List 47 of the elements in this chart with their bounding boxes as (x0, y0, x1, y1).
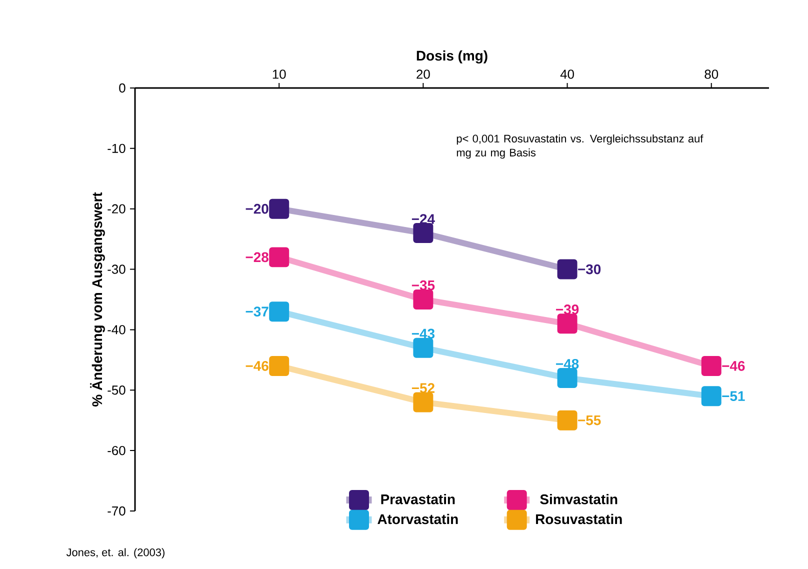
point (413, 290, 434, 310)
data-label: −46 (722, 361, 745, 371)
y-tick-label: -60 (108, 446, 126, 456)
point (557, 410, 578, 430)
data-label: −20 (246, 204, 268, 214)
y-tick-label: -30 (108, 264, 126, 274)
x-tick-label: 40 (560, 70, 574, 79)
data-label: −51 (722, 391, 745, 402)
y-tick-label: -50 (108, 386, 126, 395)
data-label: −35 (412, 280, 435, 290)
point (413, 338, 434, 358)
x-tick-label: 10 (272, 70, 286, 79)
x-tick-label: 20 (416, 70, 430, 79)
point (413, 223, 434, 244)
point (269, 247, 290, 268)
point (557, 259, 578, 280)
y-axis-title: % Änderung vom Ausgangswert (90, 192, 105, 406)
data-label: −46 (246, 361, 268, 371)
point (413, 392, 434, 412)
legend-label: Simvastatin (540, 494, 618, 504)
data-label: −48 (556, 358, 579, 369)
data-label: −30 (578, 264, 601, 274)
y-tick-label: -20 (108, 204, 126, 214)
y-tick-label: 0 (119, 83, 126, 93)
data-label: −37 (246, 306, 268, 317)
point (701, 356, 722, 376)
data-label: −55 (578, 415, 601, 426)
legend-label: Pravastatin (381, 494, 455, 504)
point (557, 368, 578, 388)
point (269, 356, 290, 376)
legend-label: Atorvastatin (378, 514, 458, 524)
data-label: −43 (412, 328, 435, 339)
point (557, 314, 578, 334)
text: Jones, et. al. (2003) (66, 548, 164, 558)
legend-label: Rosuvastatin (536, 514, 622, 524)
data-label: −39 (556, 304, 579, 314)
y-tick-label: -40 (108, 325, 126, 334)
y-tick-label: -70 (108, 506, 126, 516)
point (269, 302, 290, 322)
data-label: −52 (412, 383, 434, 394)
x-axis-title: Dosis (mg) (416, 50, 488, 64)
annotation: p< 0,001 Rosuvastatin vs. Vergleichssubstanz auf mg zu mg Basis (456, 134, 704, 159)
data-label: −28 (246, 252, 268, 262)
x-tick-label: 80 (704, 70, 718, 79)
point (269, 198, 290, 219)
y-tick-label: -10 (108, 144, 126, 154)
point (701, 386, 722, 406)
